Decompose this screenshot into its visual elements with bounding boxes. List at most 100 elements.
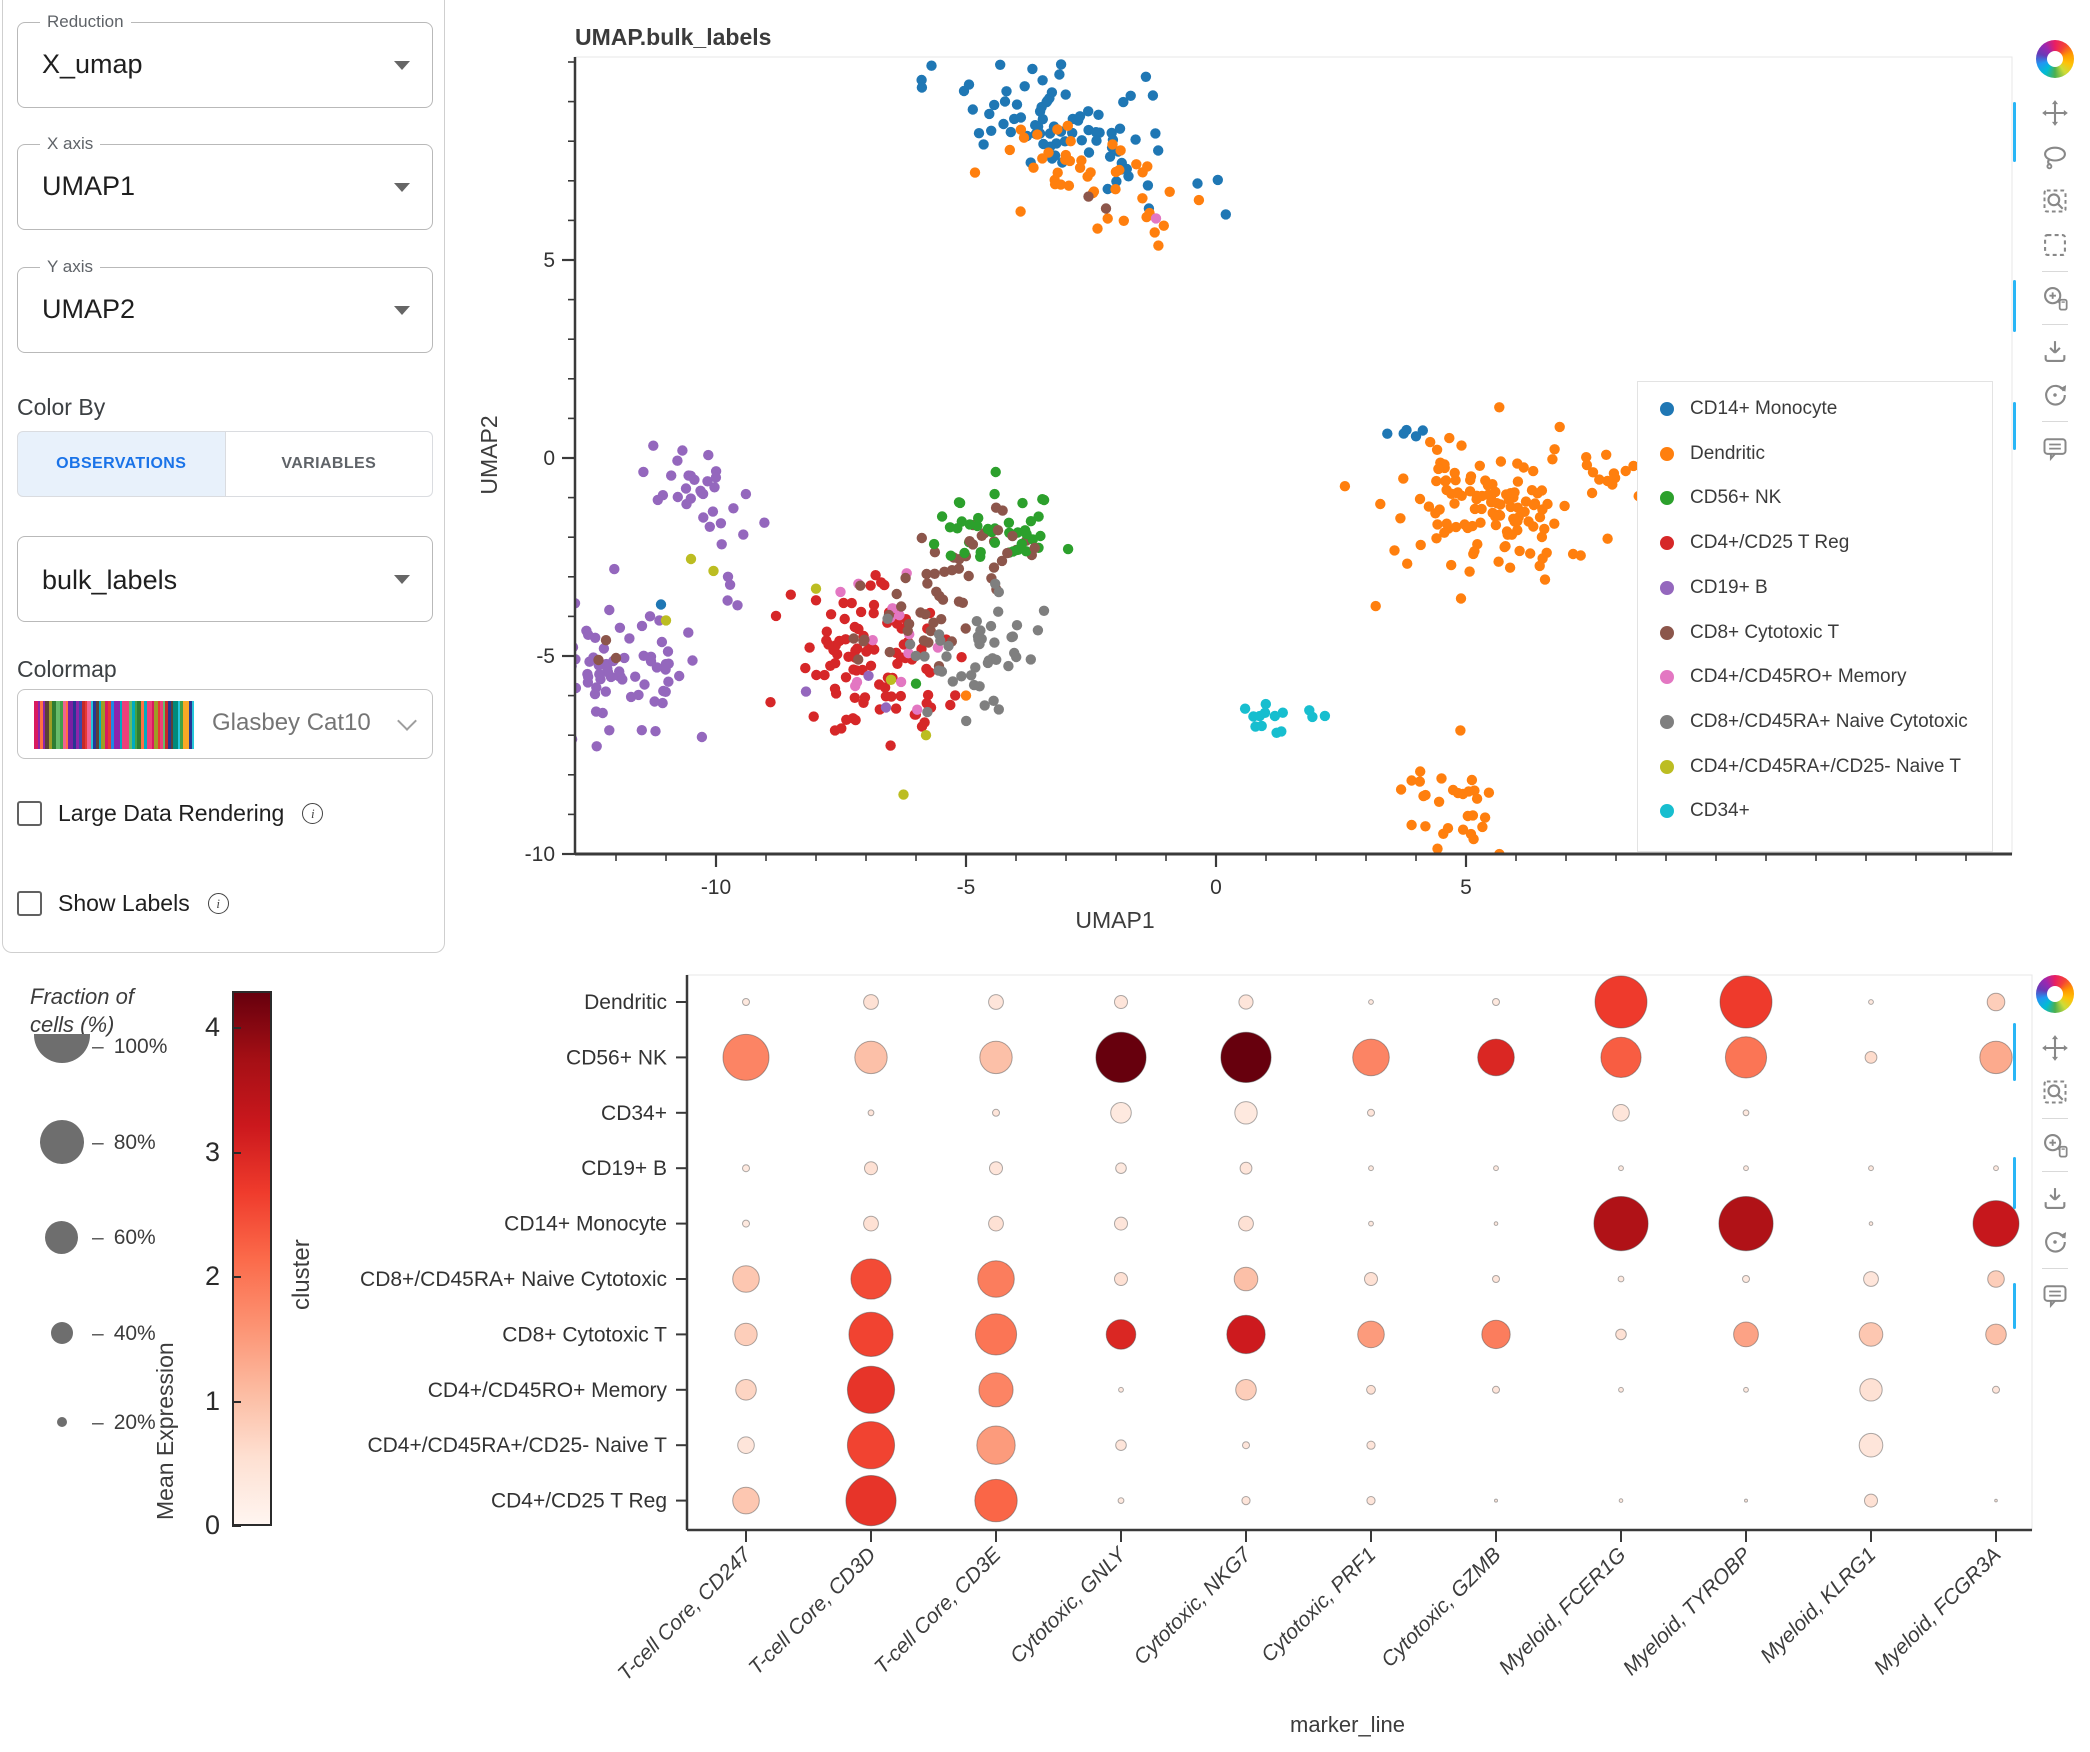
legend-color-dot xyxy=(1660,580,1674,595)
obs-field-value: bulk_labels xyxy=(42,565,178,595)
colorbar-tick-label: 3 xyxy=(204,1136,220,1167)
legend-color-dot xyxy=(1660,670,1674,685)
chevron-down-icon xyxy=(394,183,410,192)
legend-item[interactable]: CD4+/CD25 T Reg xyxy=(1638,528,1992,558)
info-icon[interactable]: i xyxy=(207,893,229,914)
legend-item[interactable]: CD56+ NK xyxy=(1638,483,1992,513)
chevron-down-icon xyxy=(394,61,410,70)
colorbar-tick xyxy=(232,1151,241,1154)
legend-item[interactable]: CD4+/CD45RO+ Memory xyxy=(1638,662,1992,692)
toolbar-divider xyxy=(2042,421,2068,422)
svg-text:T-cell Core, CD3E: T-cell Core, CD3E xyxy=(870,1543,1006,1679)
obs-field-select[interactable]: bulk_labels xyxy=(17,536,433,622)
svg-text:Cytotoxic, NKG7: Cytotoxic, NKG7 xyxy=(1130,1542,1257,1669)
svg-text:Myeloid, FCER1G: Myeloid, FCER1G xyxy=(1495,1543,1631,1679)
svg-text:5: 5 xyxy=(1460,876,1472,899)
tab-variables[interactable]: VARIABLES xyxy=(225,431,433,497)
tab-observations[interactable]: OBSERVATIONS xyxy=(17,431,226,497)
download-icon[interactable] xyxy=(2041,1184,2069,1212)
large-data-rendering-checkbox[interactable] xyxy=(17,801,42,826)
legend-item[interactable]: CD8+ Cytotoxic T xyxy=(1638,618,1992,648)
legend-item[interactable]: CD8+/CD45RA+ Naive Cytotoxic xyxy=(1638,707,1992,737)
toolbar-accent xyxy=(2013,1023,2016,1081)
svg-text:0: 0 xyxy=(1210,876,1222,899)
legend-item[interactable]: CD34+ xyxy=(1638,796,1992,826)
large-data-rendering-label: Large Data Rendering xyxy=(58,800,285,826)
svg-text:5: 5 xyxy=(543,249,555,272)
svg-text:CD14+ Monocyte: CD14+ Monocyte xyxy=(504,1213,667,1236)
legend-label: CD8+/CD45RA+ Naive Cytotoxic xyxy=(1690,710,1968,732)
show-labels-checkbox[interactable] xyxy=(17,891,42,916)
y-axis-value: UMAP2 xyxy=(42,294,136,324)
color-by-tabs: OBSERVATIONS VARIABLES xyxy=(17,431,433,497)
reduction-select[interactable]: Reduction X_umap xyxy=(17,12,433,108)
legend-item[interactable]: Dendritic xyxy=(1638,439,1992,469)
download-icon[interactable] xyxy=(2041,337,2069,365)
dotplot-ylabel: cluster xyxy=(288,1239,315,1310)
svg-text:-5: -5 xyxy=(536,645,555,668)
large-data-rendering-row: Large Data Rendering i xyxy=(17,800,324,827)
colorbar-tick-label: 1 xyxy=(204,1385,220,1416)
lasso-icon[interactable] xyxy=(2041,143,2069,171)
legend-label: CD56+ NK xyxy=(1690,487,1782,509)
comment-icon[interactable] xyxy=(2041,1281,2069,1309)
y-axis-select[interactable]: Y axis UMAP2 xyxy=(17,257,433,353)
legend-label: CD14+ Monocyte xyxy=(1690,398,1838,419)
size-legend-circle-40 xyxy=(51,1322,73,1344)
legend-item[interactable]: CD4+/CD45RA+/CD25- Naive T xyxy=(1638,752,1992,782)
colormap-select[interactable]: Glasbey Cat10 xyxy=(17,689,433,759)
toolbar-divider xyxy=(2042,271,2068,272)
info-icon[interactable]: i xyxy=(302,803,324,824)
legend-item[interactable]: CD19+ B xyxy=(1638,573,1992,603)
y-axis-label: Y axis xyxy=(40,257,100,277)
svg-text:UMAP2: UMAP2 xyxy=(476,415,502,494)
svg-text:Cytotoxic, GNLY: Cytotoxic, GNLY xyxy=(1006,1542,1132,1668)
legend-color-dot xyxy=(1660,759,1674,774)
svg-text:UMAP1: UMAP1 xyxy=(1075,907,1154,933)
reset-icon[interactable] xyxy=(2041,381,2069,409)
svg-text:CD8+ Cytotoxic T: CD8+ Cytotoxic T xyxy=(502,1323,667,1346)
legend-color-dot xyxy=(1660,446,1674,461)
legend-label: CD8+ Cytotoxic T xyxy=(1690,621,1840,643)
zoom-in-icon[interactable] xyxy=(2041,284,2069,312)
colorbar-tick-label: 0 xyxy=(204,1510,220,1540)
svg-text:CD4+/CD45RA+/CD25- Naive T: CD4+/CD45RA+/CD25- Naive T xyxy=(367,1434,667,1457)
legend-item[interactable]: CD14+ Monocyte xyxy=(1638,394,1992,424)
pan-icon[interactable] xyxy=(2041,99,2069,127)
svg-text:0: 0 xyxy=(543,447,555,470)
controls-sidebar: Reduction X_umap X axis UMAP1 Y axis UMA… xyxy=(2,0,445,953)
colorbar-tick xyxy=(232,1400,241,1403)
colorbar-tick-label: 4 xyxy=(204,1012,220,1043)
zoom-box-icon[interactable] xyxy=(2041,1078,2069,1106)
zoom-in-icon[interactable] xyxy=(2041,1131,2069,1159)
svg-text:Myeloid, FCGR3A: Myeloid, FCGR3A xyxy=(1870,1543,2006,1679)
toolbar-divider xyxy=(2042,1171,2068,1172)
x-axis-select[interactable]: X axis UMAP1 xyxy=(17,134,433,230)
size-legend-circle-20 xyxy=(57,1417,67,1427)
comment-icon[interactable] xyxy=(2041,434,2069,462)
svg-text:-10: -10 xyxy=(701,876,731,899)
size-legend-title-1: Fraction of xyxy=(30,984,134,1009)
legend-color-dot xyxy=(1660,625,1674,640)
chevron-down-icon xyxy=(394,306,410,315)
show-labels-row: Show Labels i xyxy=(17,890,229,917)
app-logo-icon[interactable] xyxy=(2036,975,2074,1013)
colorbar-tick-label: 2 xyxy=(204,1261,220,1292)
box-select-icon[interactable] xyxy=(2041,231,2069,259)
app-logo-icon[interactable] xyxy=(2036,40,2074,78)
svg-text:T-cell Core, CD247: T-cell Core, CD247 xyxy=(614,1542,757,1685)
colorbar-tick xyxy=(232,1027,241,1030)
size-legend-tick: –100% xyxy=(92,1035,168,1058)
color-by-heading: Color By xyxy=(17,394,106,420)
zoom-box-icon[interactable] xyxy=(2041,187,2069,215)
pan-icon[interactable] xyxy=(2041,1034,2069,1062)
svg-text:CD4+/CD45RO+ Memory: CD4+/CD45RO+ Memory xyxy=(428,1379,668,1402)
size-legend-circle-60 xyxy=(45,1221,78,1254)
svg-text:-5: -5 xyxy=(957,876,976,899)
svg-text:Cytotoxic, PRF1: Cytotoxic, PRF1 xyxy=(1257,1543,1381,1667)
reset-icon[interactable] xyxy=(2041,1228,2069,1256)
umap-legend: CD14+ Monocyte Dendritic CD56+ NK CD4+/CD25… xyxy=(1637,381,1993,852)
colorbar-label: Mean Expression xyxy=(152,1342,178,1520)
